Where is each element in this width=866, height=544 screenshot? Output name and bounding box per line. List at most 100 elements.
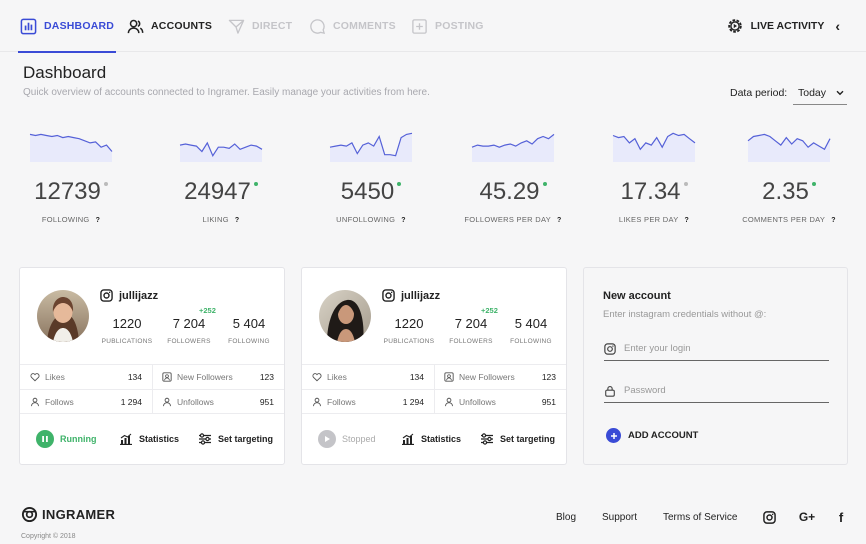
- instagram-icon: [604, 342, 616, 355]
- stat-likes: Likes 134: [30, 365, 152, 389]
- stat-value: 17.34: [599, 178, 709, 206]
- tab-label: DIRECT: [252, 20, 293, 32]
- sparkline-area: [472, 134, 554, 162]
- stat-label: LIKING?: [202, 215, 240, 224]
- user-icon: [31, 397, 39, 407]
- comment-icon: [310, 18, 326, 34]
- user-square-icon: [162, 372, 172, 382]
- page-title: Dashboard: [23, 63, 107, 82]
- footer-link-blog[interactable]: Blog: [556, 512, 577, 523]
- sparkline-area: [30, 134, 112, 162]
- live-activity-toggle[interactable]: LIVE ACTIVITY ‹: [726, 0, 840, 52]
- help-icon[interactable]: ?: [401, 217, 406, 224]
- metric-caption: FOLLOWING: [228, 338, 270, 345]
- heart-icon: [30, 373, 40, 382]
- sparkline: [747, 133, 831, 162]
- metric-value: 5 404: [514, 316, 548, 331]
- tab-label: POSTING: [435, 20, 484, 32]
- status-dot: [397, 182, 402, 186]
- stat-unfollows: Unfollows 951: [162, 390, 284, 414]
- chevron-down-icon: [836, 90, 844, 95]
- running-toggle-button[interactable]: Running: [36, 414, 97, 464]
- metric-caption: FOLLOWERS: [449, 338, 493, 345]
- add-account-button[interactable]: ADD ACCOUNT: [606, 428, 698, 443]
- metric-value: 7 204: [454, 316, 488, 331]
- google-plus-icon[interactable]: G+: [798, 510, 816, 524]
- tab-comments[interactable]: COMMENTS: [309, 0, 396, 52]
- help-icon[interactable]: ?: [684, 217, 690, 224]
- stat-likes-per-day: 17.34 LIKES PER DAY?: [599, 126, 709, 224]
- sparkline: [612, 132, 696, 162]
- help-icon[interactable]: ?: [234, 217, 240, 224]
- password-input[interactable]: [624, 385, 814, 396]
- send-icon: [228, 19, 245, 34]
- user-icon: [313, 397, 321, 407]
- data-period-label: Data period:: [730, 87, 788, 99]
- plus-square-icon: [412, 18, 427, 34]
- status-dot: [253, 182, 258, 186]
- stat-label: LIKES PER DAY?: [618, 215, 690, 224]
- password-field: [604, 379, 829, 403]
- username-text: jullijazz: [401, 289, 441, 302]
- followers-delta: +252: [199, 306, 216, 315]
- help-icon[interactable]: ?: [557, 217, 562, 224]
- help-icon[interactable]: ?: [95, 217, 101, 224]
- metric-value: 1220: [394, 316, 424, 331]
- stat-label: FOLLOWERS PER DAY?: [464, 215, 562, 224]
- footer-link-support[interactable]: Support: [602, 512, 638, 523]
- set-targeting-button[interactable]: Set targeting: [198, 414, 273, 464]
- tab-posting[interactable]: POSTING: [411, 0, 484, 52]
- tab-label: DASHBOARD: [44, 20, 115, 32]
- sparkline-area: [748, 134, 830, 162]
- sliders-icon: [199, 433, 211, 445]
- sparkline-area: [330, 133, 412, 162]
- stat-value: 123: [259, 372, 274, 382]
- stat-comments-per-day: 2.35 COMMENTS PER DAY?: [734, 126, 844, 224]
- data-period-select[interactable]: Today: [793, 81, 847, 105]
- stat-label: UNFOLLOWING?: [336, 215, 406, 224]
- brand-name: INGRAMER: [42, 507, 116, 522]
- footer-link-terms[interactable]: Terms of Service: [663, 512, 738, 523]
- account-stats-grid: Likes 134 New Followers 123 Follows 1 29…: [20, 364, 284, 414]
- account-card: jullijazz +252 1220 PUBLICATIONS 7 204 F…: [301, 267, 567, 465]
- pause-icon: [36, 430, 54, 448]
- metric-value: 7 204: [172, 316, 206, 331]
- data-period-value: Today: [798, 86, 827, 99]
- ingramer-logo[interactable]: INGRAMER: [21, 506, 115, 523]
- stat-followers-per-day: 45.29 FOLLOWERS PER DAY?: [458, 126, 568, 224]
- sparkline-line: [179, 141, 263, 157]
- stat-value: 951: [541, 397, 556, 407]
- tab-dashboard[interactable]: DASHBOARD: [17, 0, 117, 53]
- gear-icon: [727, 19, 742, 33]
- set-targeting-button[interactable]: Set targeting: [480, 414, 555, 464]
- help-icon[interactable]: ?: [831, 217, 836, 224]
- statistics-button[interactable]: Statistics: [119, 414, 179, 464]
- instagram-icon[interactable]: [762, 510, 776, 524]
- chart-icon: [120, 433, 132, 445]
- sparkline: [471, 133, 555, 162]
- tab-direct[interactable]: DIRECT: [228, 0, 292, 52]
- metric-caption: FOLLOWERS: [167, 338, 211, 345]
- stat-value: 5450: [316, 178, 426, 206]
- stat-unfollowing: 5450 UNFOLLOWING?: [316, 126, 426, 224]
- stat-value: 45.29: [458, 178, 568, 206]
- status-dot: [103, 182, 108, 186]
- stat-value: 134: [409, 372, 424, 382]
- statistics-button[interactable]: Statistics: [401, 414, 461, 464]
- facebook-icon[interactable]: f: [838, 509, 844, 525]
- stat-label: FOLLOWING?: [41, 215, 101, 224]
- tab-accounts[interactable]: ACCOUNTS: [127, 0, 212, 52]
- stat-value: 24947: [166, 178, 276, 206]
- grid-icon: [20, 18, 37, 34]
- new-account-title: New account: [603, 290, 671, 302]
- stopped-toggle-button[interactable]: Stopped: [318, 414, 376, 464]
- login-input[interactable]: [624, 343, 814, 354]
- metric-caption: FOLLOWING: [510, 338, 552, 345]
- stat-value: 1 294: [402, 397, 424, 407]
- metric-caption: PUBLICATIONS: [101, 338, 153, 345]
- lock-icon: [605, 385, 615, 397]
- chart-icon: [402, 433, 414, 445]
- sparkline-area: [180, 142, 262, 162]
- username-text: jullijazz: [119, 289, 159, 302]
- account-username: jullijazz: [100, 289, 158, 302]
